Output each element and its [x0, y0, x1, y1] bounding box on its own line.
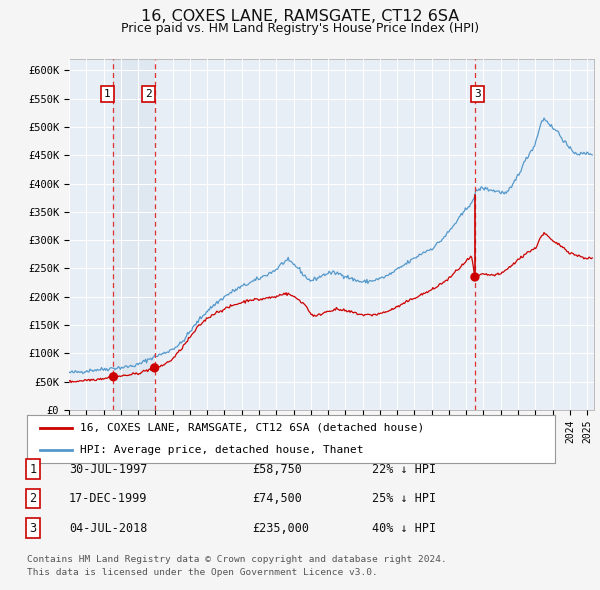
Text: 3: 3: [474, 89, 481, 99]
Text: 1: 1: [104, 89, 111, 99]
Point: [470, 272, 480, 281]
Text: 04-JUL-2018: 04-JUL-2018: [69, 522, 148, 535]
Text: Contains HM Land Registry data © Crown copyright and database right 2024.: Contains HM Land Registry data © Crown c…: [27, 555, 447, 563]
Text: 30-JUL-1997: 30-JUL-1997: [69, 463, 148, 476]
Text: HPI: Average price, detached house, Thanet: HPI: Average price, detached house, Than…: [80, 445, 364, 455]
Text: 2: 2: [145, 89, 152, 99]
Text: 1: 1: [29, 463, 37, 476]
Text: 3: 3: [29, 522, 37, 535]
Text: £74,500: £74,500: [252, 492, 302, 505]
Bar: [113, 59, 155, 410]
Text: This data is licensed under the Open Government Licence v3.0.: This data is licensed under the Open Gov…: [27, 568, 378, 577]
Text: £235,000: £235,000: [252, 522, 309, 535]
Text: 2: 2: [29, 492, 37, 505]
Point: [109, 372, 118, 382]
Text: 40% ↓ HPI: 40% ↓ HPI: [372, 522, 436, 535]
Text: 17-DEC-1999: 17-DEC-1999: [69, 492, 148, 505]
Text: 22% ↓ HPI: 22% ↓ HPI: [372, 463, 436, 476]
Text: Price paid vs. HM Land Registry's House Price Index (HPI): Price paid vs. HM Land Registry's House …: [121, 22, 479, 35]
Point: [150, 363, 160, 373]
Text: £58,750: £58,750: [252, 463, 302, 476]
Text: 16, COXES LANE, RAMSGATE, CT12 6SA: 16, COXES LANE, RAMSGATE, CT12 6SA: [141, 9, 459, 24]
Text: 16, COXES LANE, RAMSGATE, CT12 6SA (detached house): 16, COXES LANE, RAMSGATE, CT12 6SA (deta…: [80, 423, 424, 433]
Text: 25% ↓ HPI: 25% ↓ HPI: [372, 492, 436, 505]
